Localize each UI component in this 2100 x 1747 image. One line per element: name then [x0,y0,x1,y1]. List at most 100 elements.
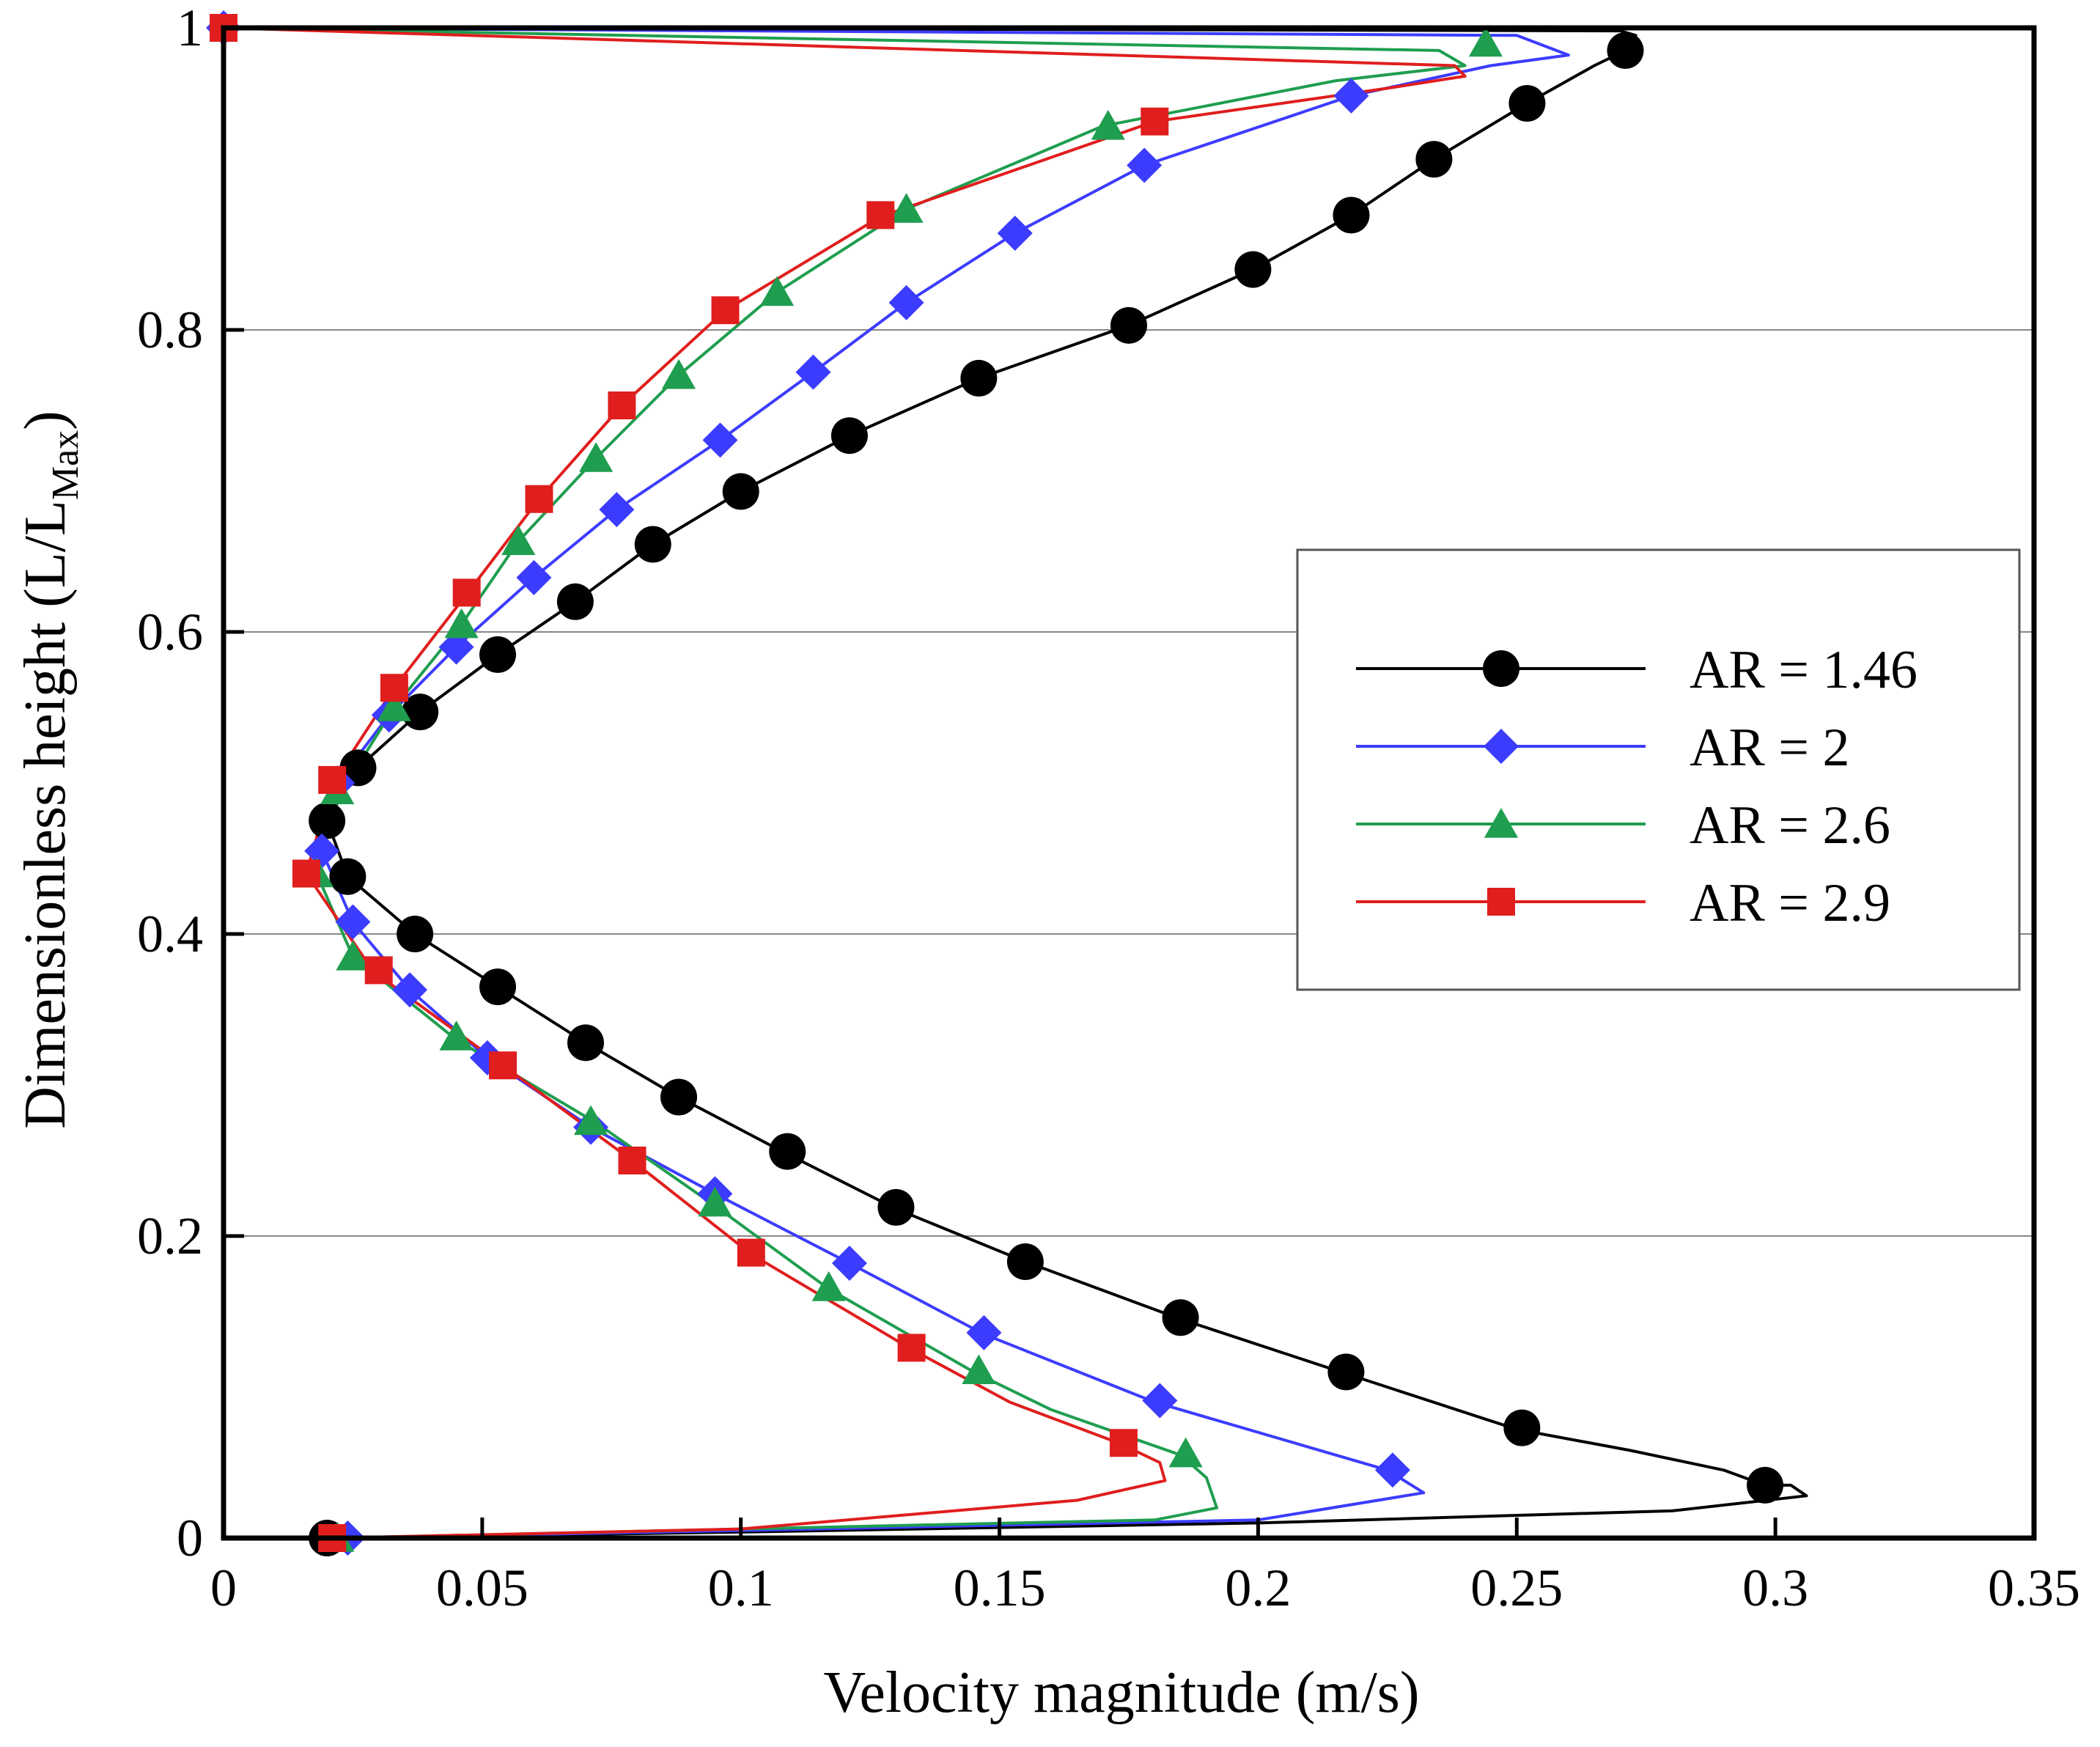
x-tick-label-5: 0.25 [1470,1559,1563,1617]
series-2-point-13 [579,442,614,472]
series-2-point-11 [444,608,479,639]
series-2-point-18 [1468,26,1503,57]
series-0-point-9 [567,1024,604,1062]
series-1-point-21 [1333,78,1369,114]
series-3-point-10 [452,578,481,607]
series-2-point-1 [1168,1437,1203,1468]
series-2-point-7 [336,940,370,971]
series-0-point-10 [479,968,517,1006]
series-3-point-12 [608,391,636,419]
legend-marker-1 [1484,729,1519,764]
x-tick-label-4: 0.2 [1225,1559,1291,1617]
y-tick-label-5: 1 [177,0,203,57]
series-1-point-3 [966,1314,1002,1350]
series-3-point-4 [618,1147,646,1174]
series-3-point-14 [866,201,895,229]
series-0-point-24 [1333,196,1370,234]
series-2-point-3 [811,1271,846,1301]
series-0-point-25 [1415,141,1453,178]
series-0-point-19 [722,473,759,510]
series-1-point-4 [831,1246,867,1281]
series-3-point-9 [380,674,408,702]
legend: AR = 1.46 AR = 2 AR = 2.6 AR = 2.9 [1296,548,2021,991]
x-axis-title: Velocity magnitude (m/s) [823,1660,1419,1725]
series-0-point-26 [1508,85,1546,122]
series-1-point-19 [997,216,1033,251]
series-0-point-13 [309,802,346,839]
series-3-point-15 [1141,107,1169,136]
series-1-point-1 [1374,1452,1410,1488]
series-3-point-7 [292,859,320,888]
series-1-point-9 [335,904,371,940]
x-tick-label-7: 0.35 [1988,1559,2080,1617]
series-2-point-4 [698,1186,732,1217]
series-2-point-15 [760,276,795,306]
series-2-point-16 [889,193,924,223]
y-axis-title-main: Dimensionless height (L/L [13,500,78,1129]
series-3-point-8 [318,765,347,794]
series-1-point-18 [888,284,924,320]
legend-label-0: AR = 1.46 [1690,640,1917,700]
y-axis-title-close: ) [13,411,78,430]
x-tick-label-0: 0 [210,1559,237,1617]
axis-ticks: 0 0.05 0.1 0.15 0.2 0.25 0.3 0.35 0 0.2 0.4 0.6 0.8 1 [137,0,2080,1617]
series-1-point-17 [795,354,831,390]
y-tick-label-3: 0.6 [137,603,203,661]
series-3-point-3 [737,1238,765,1267]
series-0-point-23 [1234,251,1272,288]
series-0-point-1 [1747,1466,1784,1504]
legend-marker-0 [1483,650,1519,687]
series-0-point-6 [877,1188,915,1226]
series-1-point-20 [1127,147,1163,183]
series-2-point-6 [439,1020,474,1051]
y-tick-label-2: 0.4 [137,905,203,963]
y-tick-label-4: 0.8 [137,301,203,359]
series-0-point-4 [1162,1299,1199,1336]
series-0-point-7 [769,1133,806,1170]
x-tick-label-6: 0.3 [1742,1559,1808,1617]
series-3-point-2 [897,1334,926,1362]
series-2-point-2 [962,1354,996,1385]
y-tick-label-0: 0 [177,1509,203,1567]
series-0-point-17 [556,583,594,620]
series-3-point-5 [489,1051,517,1080]
legend-marker-2 [1484,808,1519,838]
plot-frame [221,25,2037,1541]
series-3-point-1 [1109,1429,1138,1457]
series-0-point-21 [960,359,998,397]
series-0-point-8 [660,1078,698,1116]
legend-label-3: AR = 2.9 [1690,873,1890,933]
legend-box [1296,548,2021,991]
legend-label-2: AR = 2.6 [1690,795,1890,856]
series-0-point-12 [329,858,366,895]
series-2-point-5 [573,1105,608,1136]
series-2-point-14 [661,358,696,389]
series-0-point-18 [634,526,671,563]
series-3-point-11 [525,485,553,513]
series-0-point-20 [830,417,868,455]
series-1-point-2 [1142,1383,1178,1419]
series-1-point-16 [702,422,738,458]
x-tick-label-2: 0.1 [708,1559,774,1617]
x-tick-label-1: 0.05 [436,1559,528,1617]
legend-marker-3 [1487,888,1515,916]
x-tick-label-3: 0.15 [954,1559,1046,1617]
series-2-point-17 [1091,109,1125,140]
series-1-point-8 [392,972,428,1008]
series-2-point-12 [501,525,536,556]
series-0-point-5 [1006,1243,1044,1281]
series-0-point-16 [479,636,517,673]
series-1-point-13 [438,629,474,665]
series-line-0 [223,26,1808,1540]
series-0-point-11 [397,916,434,952]
series-1-point-15 [599,492,635,528]
series-2-point-10 [377,691,411,721]
y-axis-title-subscript: Max [45,430,86,500]
y-axis-title: Dimensionless height (L/LMax) [13,411,86,1129]
series-0-point-22 [1110,306,1147,344]
series-3-point-13 [711,296,740,325]
series-0-point-2 [1503,1409,1541,1446]
series-0-point-27 [1607,32,1644,69]
legend-label-1: AR = 2 [1690,718,1850,778]
